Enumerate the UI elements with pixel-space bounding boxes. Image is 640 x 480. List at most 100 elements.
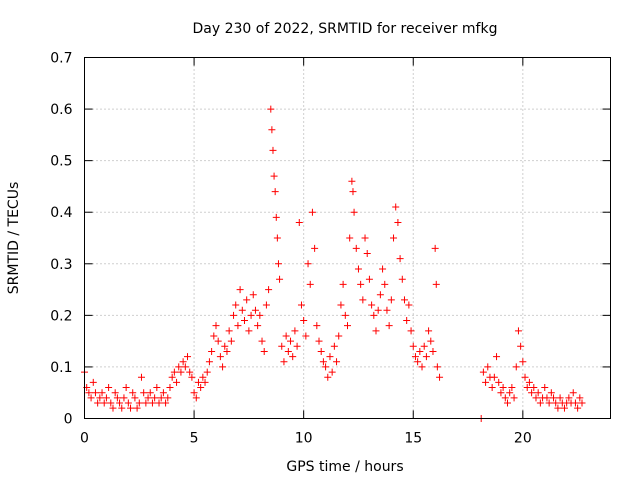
data-point <box>543 394 551 402</box>
data-point <box>317 347 325 355</box>
data-point <box>365 275 373 283</box>
data-point <box>354 265 362 273</box>
data-point <box>245 327 253 335</box>
data-point <box>254 322 262 330</box>
data-point <box>87 394 95 402</box>
data-point <box>197 384 205 392</box>
data-point <box>350 208 358 216</box>
data-point <box>131 394 139 402</box>
data-point <box>127 404 135 412</box>
data-point <box>359 296 367 304</box>
data-point <box>199 373 207 381</box>
data-point <box>499 384 507 392</box>
data-point <box>545 399 553 407</box>
data-point <box>236 286 244 294</box>
y-tick-label: 0.3 <box>50 257 72 273</box>
data-point <box>400 296 408 304</box>
data-point <box>194 378 202 386</box>
data-point <box>240 317 248 325</box>
axis-ticks <box>84 57 611 419</box>
data-point <box>179 358 187 366</box>
data-point <box>530 384 538 392</box>
data-point <box>346 234 354 242</box>
data-point <box>306 280 314 288</box>
data-point <box>326 353 334 361</box>
data-point <box>341 311 349 319</box>
data-point <box>379 265 387 273</box>
data-point <box>418 363 426 371</box>
data-point <box>287 337 295 345</box>
data-point <box>186 368 194 376</box>
data-point <box>521 373 529 381</box>
data-point <box>512 363 520 371</box>
data-point <box>122 384 130 392</box>
data-point <box>280 358 288 366</box>
data-point <box>495 378 503 386</box>
data-point <box>534 389 542 397</box>
data-point <box>392 203 400 211</box>
data-point <box>381 280 389 288</box>
data-point <box>284 347 292 355</box>
data-point <box>479 368 487 376</box>
data-point <box>135 399 143 407</box>
data-point <box>105 384 113 392</box>
data-point <box>532 394 540 402</box>
data-point <box>578 399 586 407</box>
data-point <box>164 394 172 402</box>
data-point <box>398 275 406 283</box>
data-point <box>175 363 183 371</box>
data-point <box>328 368 336 376</box>
data-point <box>376 291 384 299</box>
data-point <box>372 327 380 335</box>
data-point <box>107 399 115 407</box>
data-point <box>214 337 222 345</box>
data-point <box>525 378 533 386</box>
data-point <box>396 255 404 263</box>
data-point <box>482 378 490 386</box>
data-point <box>493 353 501 361</box>
data-point <box>484 363 492 371</box>
data-point <box>315 337 323 345</box>
data-point <box>260 347 268 355</box>
data-point <box>523 384 531 392</box>
data-point <box>528 389 536 397</box>
data-point <box>319 358 327 366</box>
data-point <box>273 234 281 242</box>
y-tick-label: 0.2 <box>50 308 72 324</box>
data-point <box>357 280 365 288</box>
y-tick-label: 0.5 <box>50 154 72 170</box>
data-point <box>148 399 156 407</box>
y-tick-label: 0.6 <box>50 102 72 118</box>
data-point <box>247 311 255 319</box>
data-point <box>276 275 284 283</box>
data-point <box>416 347 424 355</box>
data-point <box>541 384 549 392</box>
data-point <box>368 301 376 309</box>
data-point <box>100 399 108 407</box>
data-point <box>96 394 104 402</box>
data-point <box>181 363 189 371</box>
data-point <box>168 373 176 381</box>
data-point <box>184 353 192 361</box>
data-point <box>565 394 573 402</box>
data-point <box>508 384 516 392</box>
data-point <box>550 394 558 402</box>
data-point <box>118 404 126 412</box>
data-point <box>411 353 419 361</box>
data-point <box>120 394 128 402</box>
x-tick-label: 20 <box>514 431 532 447</box>
data-point <box>333 358 341 366</box>
data-point <box>129 389 137 397</box>
data-point <box>225 327 233 335</box>
x-tick-label: 5 <box>190 431 199 447</box>
data-point <box>153 384 161 392</box>
data-point <box>238 306 246 314</box>
data-point <box>133 404 141 412</box>
data-point <box>177 368 185 376</box>
data-point <box>497 389 505 397</box>
data-point <box>256 311 264 319</box>
data-point <box>501 394 509 402</box>
data-point <box>116 399 124 407</box>
data-point <box>274 260 282 268</box>
